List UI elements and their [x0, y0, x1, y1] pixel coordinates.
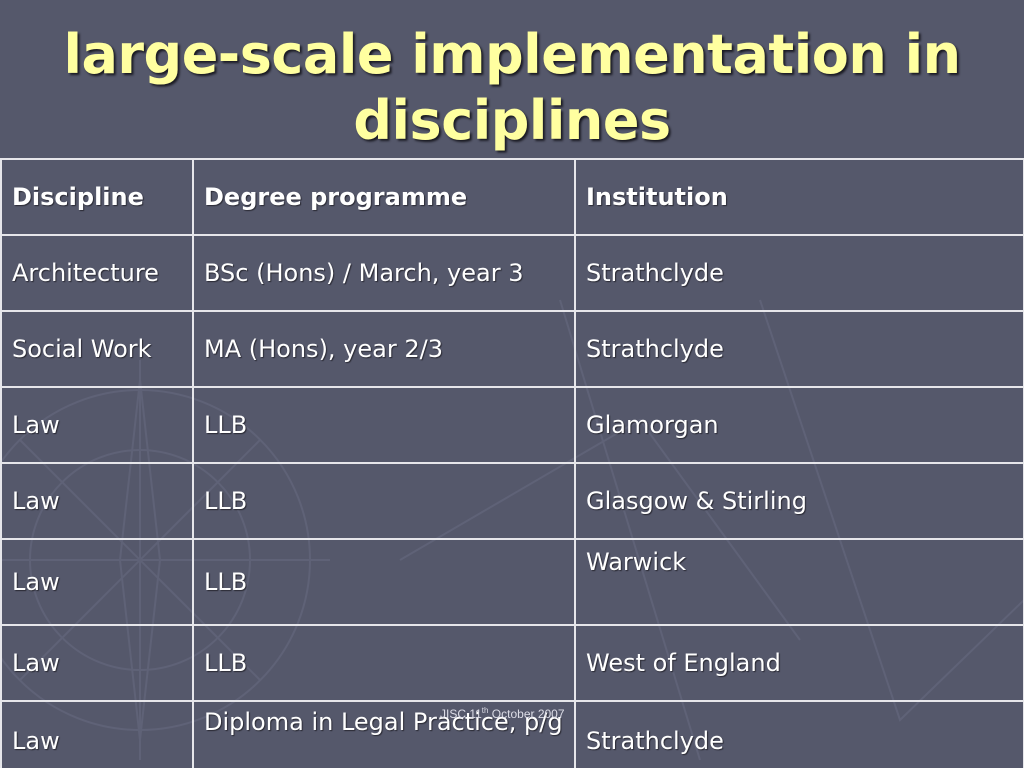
footer-suffix: October 2007 — [488, 707, 565, 721]
table-row: Law LLB Warwick — [0, 538, 1024, 626]
cell-degree-programme: Diploma in Legal Practice, p/g — [192, 700, 576, 768]
table-row: Social Work MA (Hons), year 2/3 Strathcl… — [0, 310, 1024, 388]
table-row: Law LLB Glamorgan — [0, 386, 1024, 464]
cell-degree-programme: BSc (Hons) / March, year 3 — [192, 234, 576, 312]
table-header-row: Discipline Degree programme Institution — [0, 158, 1024, 236]
cell-degree-programme: LLB — [192, 386, 576, 464]
slide-title: large-scale implementation in discipline… — [0, 22, 1024, 154]
header-degree-programme: Degree programme — [192, 158, 576, 236]
cell-discipline: Law — [0, 624, 194, 702]
cell-institution: Glamorgan — [574, 386, 1024, 464]
cell-discipline: Law — [0, 386, 194, 464]
cell-discipline: Law — [0, 538, 194, 626]
cell-degree-programme: LLB — [192, 624, 576, 702]
slide-footer: JISC 11th October 2007 — [440, 706, 565, 721]
cell-institution: Glasgow & Stirling — [574, 462, 1024, 540]
implementation-table: Discipline Degree programme Institution … — [0, 158, 1024, 768]
cell-institution: Warwick — [574, 538, 1024, 626]
footer-superscript: th — [481, 706, 489, 715]
header-institution: Institution — [574, 158, 1024, 236]
cell-institution: Strathclyde — [574, 234, 1024, 312]
cell-institution: Strathclyde — [574, 310, 1024, 388]
table-row: Law LLB West of England — [0, 624, 1024, 702]
cell-degree-programme: LLB — [192, 538, 576, 626]
header-discipline: Discipline — [0, 158, 194, 236]
cell-degree-programme: MA (Hons), year 2/3 — [192, 310, 576, 388]
cell-discipline: Law — [0, 462, 194, 540]
cell-institution: West of England — [574, 624, 1024, 702]
table-row: Law LLB Glasgow & Stirling — [0, 462, 1024, 540]
table-row: Law Diploma in Legal Practice, p/g Strat… — [0, 700, 1024, 768]
cell-discipline: Architecture — [0, 234, 194, 312]
slide-title-line-1: large-scale implementation in — [63, 23, 961, 86]
slide-title-line-2: disciplines — [353, 89, 671, 152]
cell-discipline: Social Work — [0, 310, 194, 388]
cell-discipline: Law — [0, 700, 194, 768]
cell-institution: Strathclyde — [574, 700, 1024, 768]
cell-degree-programme: LLB — [192, 462, 576, 540]
footer-prefix: JISC 11 — [440, 707, 482, 721]
table-row: Architecture BSc (Hons) / March, year 3 … — [0, 234, 1024, 312]
